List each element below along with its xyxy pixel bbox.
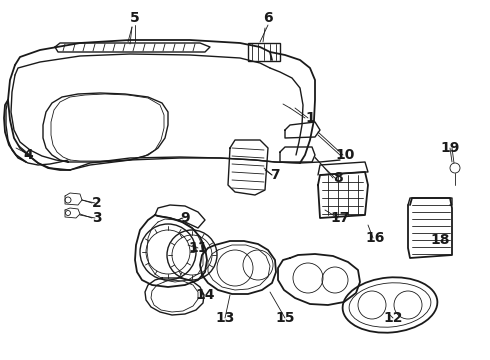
Text: 3: 3 (92, 211, 102, 225)
Text: 7: 7 (270, 168, 280, 182)
Text: 12: 12 (383, 311, 403, 325)
Text: 2: 2 (92, 196, 102, 210)
Text: 13: 13 (215, 311, 235, 325)
Text: 11: 11 (188, 241, 208, 255)
Text: 19: 19 (441, 141, 460, 155)
Text: 16: 16 (366, 231, 385, 245)
Text: 15: 15 (275, 311, 295, 325)
Text: 18: 18 (430, 233, 450, 247)
Bar (248, 43, 280, 61)
Text: 14: 14 (195, 288, 215, 302)
Text: 5: 5 (130, 11, 140, 25)
Text: 1: 1 (305, 111, 315, 125)
Text: 10: 10 (335, 148, 355, 162)
Text: 8: 8 (333, 171, 343, 185)
Text: 17: 17 (330, 211, 350, 225)
Text: 6: 6 (263, 11, 273, 25)
Text: 9: 9 (180, 211, 190, 225)
Text: 4: 4 (23, 148, 33, 162)
